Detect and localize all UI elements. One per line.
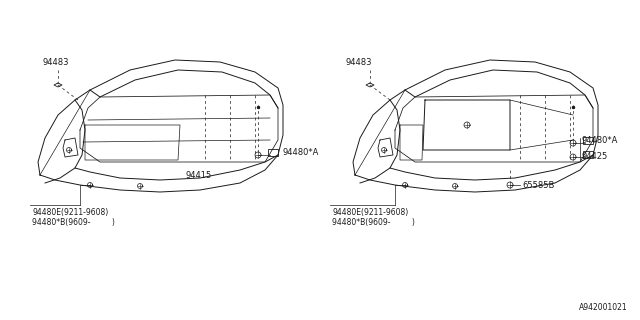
Bar [268,148,278,156]
Text: 94483: 94483 [42,58,68,67]
Text: 65585B: 65585B [522,180,554,189]
Text: 94480*B(9609-         ): 94480*B(9609- ) [32,218,115,227]
Text: 94480E(9211-9608): 94480E(9211-9608) [332,208,408,217]
Text: 94480*B(9609-         ): 94480*B(9609- ) [332,218,415,227]
Text: A942001021: A942001021 [579,303,628,312]
Bar [583,150,593,157]
Text: 94483: 94483 [345,58,371,67]
Text: 94480*A: 94480*A [282,148,318,156]
Text: 94425: 94425 [582,151,608,161]
Text: 94480*A: 94480*A [582,135,618,145]
Text: 94415: 94415 [185,171,211,180]
Bar [583,137,593,143]
Text: 94480E(9211-9608): 94480E(9211-9608) [32,208,108,217]
